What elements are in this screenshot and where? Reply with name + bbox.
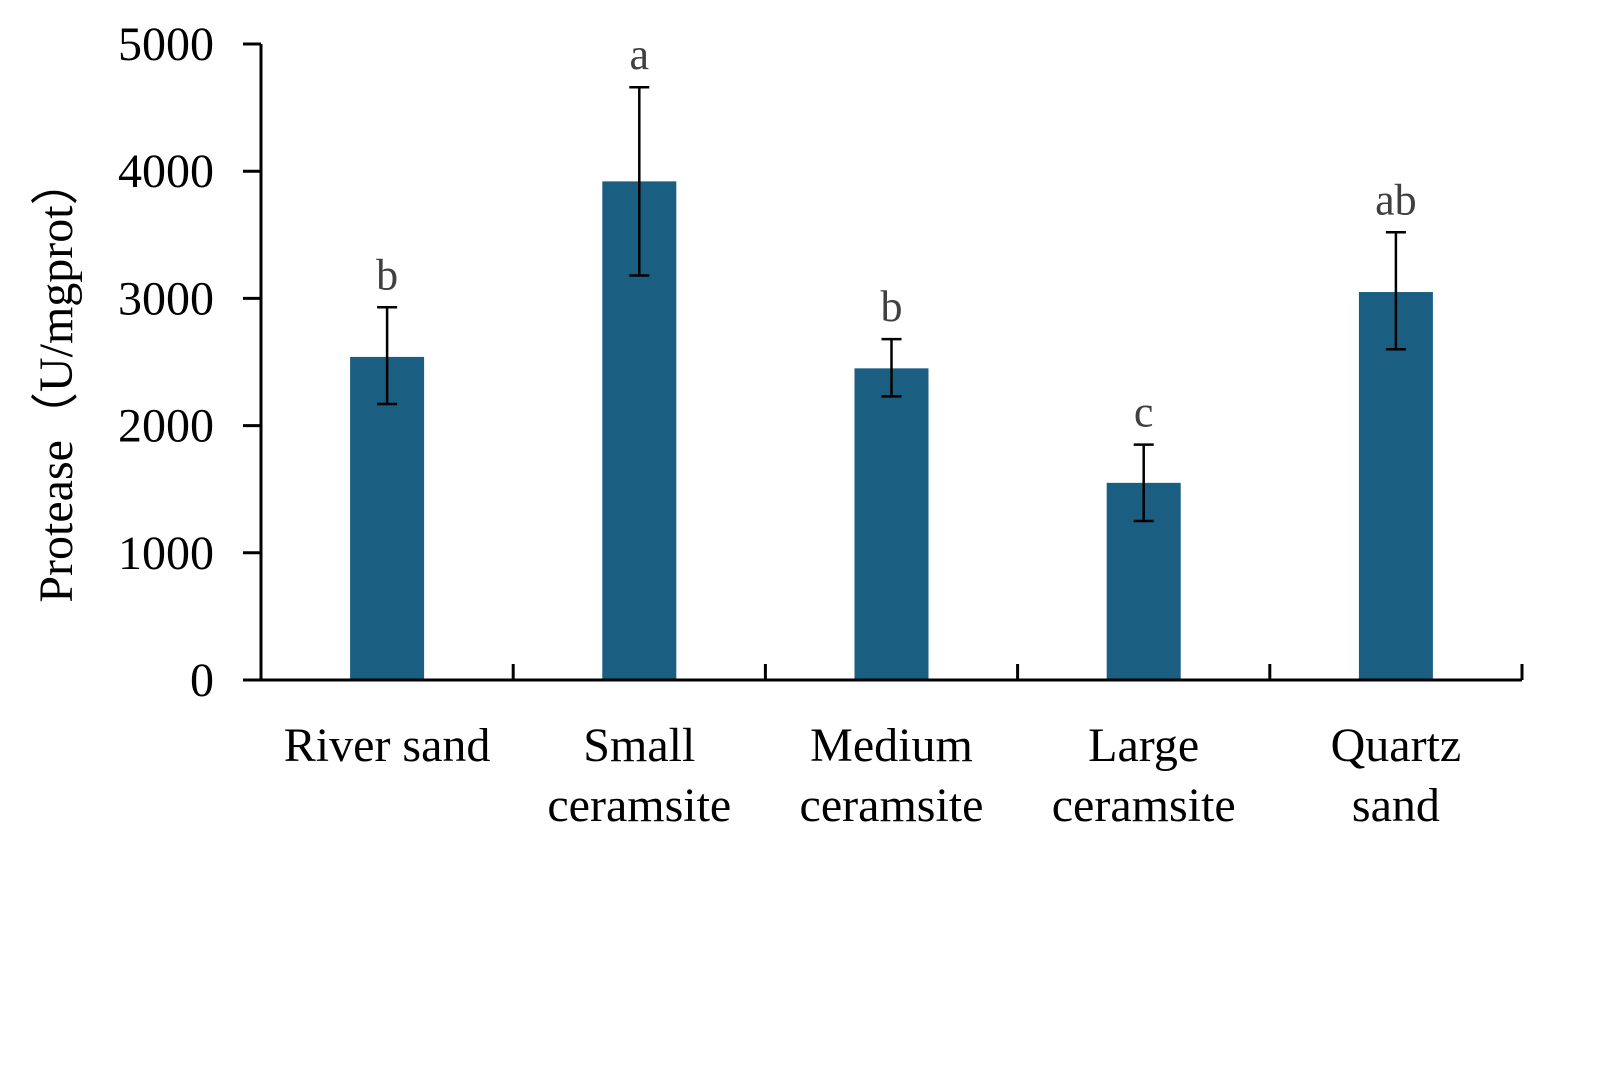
y-tick-label: 2000 <box>118 400 214 453</box>
significance-letter: b <box>376 250 398 299</box>
error-bar <box>881 337 902 398</box>
x-category-label: Large <box>1088 719 1199 772</box>
bar <box>1358 292 1433 680</box>
x-category-label: Quartz <box>1331 719 1462 772</box>
y-ticks-layer: 0 1000 2000 3000 4000 5000 <box>118 18 261 707</box>
error-bar <box>1133 443 1154 523</box>
error-bar <box>377 306 398 406</box>
y-axis-label: Protease（U/mgprot） <box>30 157 83 602</box>
y-tick-label: 3000 <box>118 272 214 325</box>
error-bar <box>629 85 650 277</box>
error-bars-layer <box>377 85 1406 523</box>
x-category-label: Small <box>583 719 695 772</box>
axes-layer <box>243 44 1522 682</box>
x-category-label: ceramsite <box>1052 779 1236 832</box>
y-tick-label: 5000 <box>118 18 214 71</box>
category-labels-layer: River sand Small ceramsite Medium ceramsite L… <box>284 719 1461 832</box>
y-tick-label: 1000 <box>118 527 214 580</box>
x-category-label: River sand <box>284 719 491 772</box>
significance-letter: ab <box>1375 175 1417 224</box>
bars-layer <box>350 181 1433 680</box>
error-bar <box>1385 231 1406 351</box>
x-category-label: ceramsite <box>800 779 984 832</box>
bar <box>854 368 929 680</box>
significance-letter: b <box>881 282 903 331</box>
y-tick-label: 0 <box>190 654 214 707</box>
x-ticks-layer <box>511 664 1524 680</box>
x-category-label: sand <box>1352 779 1440 832</box>
y-tick-label: 4000 <box>118 145 214 198</box>
bar <box>350 356 425 680</box>
x-category-label: Medium <box>810 719 973 772</box>
x-category-label: ceramsite <box>547 779 731 832</box>
significance-letter: a <box>630 30 650 79</box>
significance-letter: c <box>1134 388 1154 437</box>
